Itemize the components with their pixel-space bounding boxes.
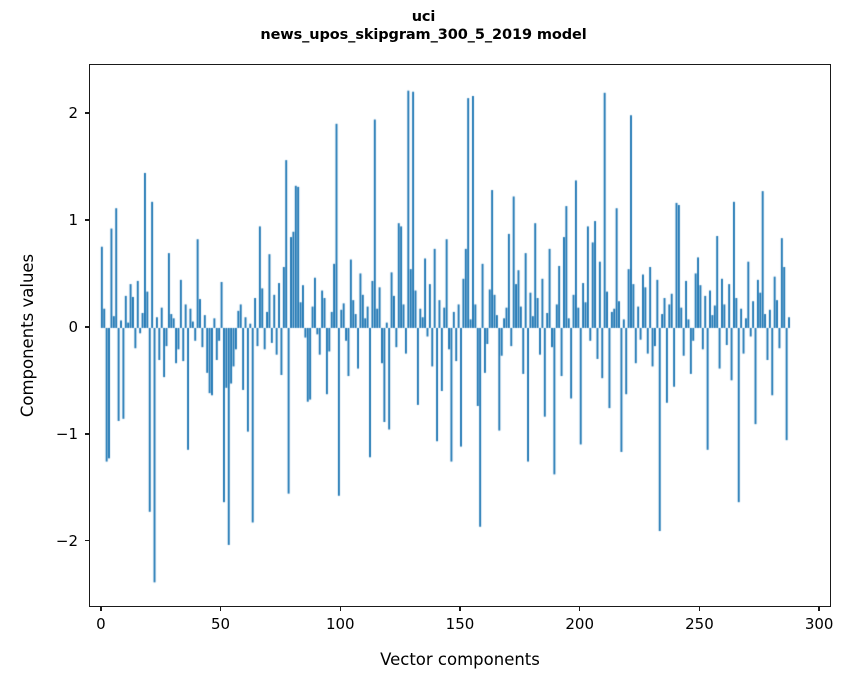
x-axis-label: Vector components — [380, 650, 540, 669]
plot-area — [89, 64, 831, 607]
x-tick-label: 50 — [211, 615, 231, 633]
bar-series-canvas — [90, 65, 830, 606]
x-tick-mark — [818, 607, 820, 612]
x-tick-mark — [100, 607, 102, 612]
chart-title: uci news_upos_skipgram_300_5_2019 model — [260, 9, 587, 44]
y-tick-label: 1 — [68, 211, 78, 230]
y-tick-label: −1 — [55, 424, 78, 443]
x-tick-label: 300 — [804, 615, 834, 633]
x-tick-mark — [339, 607, 341, 612]
y-tick-label: 0 — [68, 317, 78, 336]
x-tick-label: 0 — [96, 615, 106, 633]
y-axis-label: Components values — [18, 253, 37, 418]
x-tick-mark — [698, 607, 701, 612]
y-tick-label: −2 — [55, 531, 78, 550]
x-tick-mark — [579, 607, 581, 612]
x-tick-mark — [459, 607, 461, 612]
x-tick-label: 150 — [445, 615, 475, 633]
x-tick-label: 100 — [325, 615, 355, 633]
x-tick-mark — [219, 607, 222, 612]
x-tick-label: 250 — [685, 615, 714, 633]
y-tick-label: 2 — [68, 104, 78, 123]
x-tick-label: 200 — [565, 615, 595, 633]
